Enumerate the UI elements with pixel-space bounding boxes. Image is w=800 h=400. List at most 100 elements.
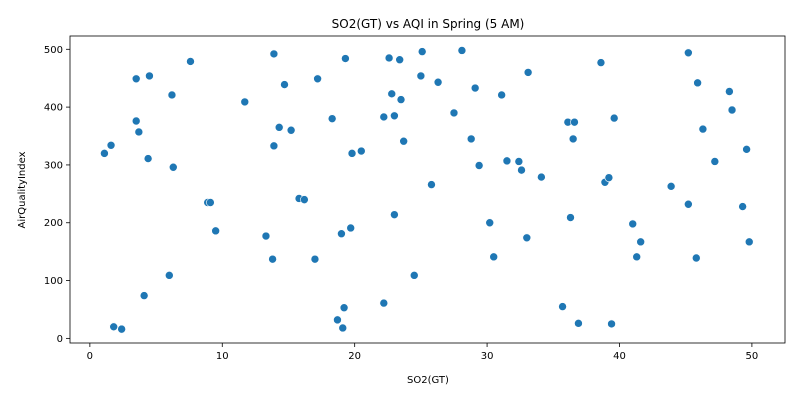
data-point (139, 291, 149, 300)
data-point (131, 116, 141, 126)
data-point (300, 195, 309, 204)
data-point (609, 113, 619, 123)
data-point (566, 213, 575, 222)
data-point (684, 48, 693, 58)
data-point (143, 154, 153, 163)
data-point (240, 97, 250, 107)
data-point (514, 157, 524, 166)
x-axis: 0 10 20 30 40 50 (87, 343, 759, 362)
data-point (607, 319, 616, 329)
x-tick-label: 0 (87, 351, 93, 362)
x-tick-label: 20 (348, 351, 361, 362)
x-tick-label: 30 (481, 351, 494, 362)
data-point (537, 172, 546, 182)
data-point (313, 74, 322, 84)
y-tick-label: 300 (44, 160, 63, 171)
y-tick-label: 400 (44, 103, 63, 114)
data-point (395, 55, 404, 65)
data-point (497, 90, 506, 100)
x-tick-label: 50 (746, 351, 759, 362)
data-point (628, 219, 638, 229)
data-point (387, 89, 397, 99)
y-axis-label: AirQualityIndex (17, 151, 28, 228)
data-point (310, 254, 320, 264)
data-point (396, 95, 406, 104)
data-point (693, 78, 702, 88)
data-point (339, 303, 349, 313)
data-point (698, 124, 708, 134)
data-point (574, 319, 583, 328)
data-point (466, 134, 476, 144)
data-point (470, 83, 480, 93)
x-tick-label: 10 (216, 351, 229, 362)
data-point (109, 322, 118, 332)
data-point (568, 134, 578, 144)
data-point (417, 47, 427, 56)
data-point (433, 77, 443, 87)
y-tick-label: 200 (44, 218, 63, 229)
points-layer (100, 46, 754, 334)
data-point (106, 140, 116, 150)
data-point (570, 117, 579, 127)
data-point (333, 315, 342, 325)
data-point (384, 53, 394, 63)
data-point (474, 161, 484, 170)
y-tick-label: 0 (57, 334, 63, 345)
data-point (337, 229, 346, 239)
data-point (261, 231, 271, 241)
y-tick-label: 100 (44, 276, 63, 287)
data-point (356, 146, 366, 156)
data-point (134, 127, 144, 137)
data-point (379, 298, 389, 308)
data-point (274, 123, 284, 132)
data-point (131, 74, 141, 84)
data-point (742, 145, 751, 154)
plot-area-frame (69, 35, 786, 344)
data-point (636, 237, 645, 247)
data-point (604, 173, 614, 182)
data-point (517, 165, 526, 175)
data-point (269, 141, 279, 151)
data-point (632, 252, 642, 262)
data-point (168, 162, 178, 172)
data-point (286, 125, 296, 135)
data-point (346, 223, 356, 233)
y-axis: 0 100 200 300 400 500 (44, 45, 70, 345)
data-point (523, 68, 533, 77)
chart-title: SO2(GT) vs AQI in Spring (5 AM) (332, 17, 525, 31)
x-axis-label: SO2(GT) (407, 375, 449, 386)
data-point (399, 136, 408, 146)
data-point (280, 80, 289, 89)
x-tick-label: 40 (613, 351, 626, 362)
data-point (338, 323, 348, 333)
data-point (427, 180, 436, 189)
data-point (409, 271, 419, 280)
data-point (710, 157, 720, 166)
data-point (666, 182, 676, 191)
data-point (738, 202, 747, 211)
data-point (206, 198, 215, 207)
data-point (416, 71, 426, 81)
data-point (347, 149, 357, 158)
data-point (522, 233, 532, 243)
data-point (379, 112, 389, 122)
data-point (691, 253, 701, 263)
data-point (596, 58, 606, 67)
y-tick-label: 500 (44, 45, 63, 56)
data-point (744, 237, 754, 247)
data-point (485, 218, 495, 228)
data-point (489, 252, 499, 262)
data-point (167, 90, 177, 100)
data-point (341, 54, 350, 63)
data-point (145, 71, 154, 81)
data-point (269, 49, 279, 59)
data-point (268, 254, 277, 264)
data-point (449, 108, 459, 118)
data-point (327, 114, 337, 123)
data-point (390, 210, 399, 219)
data-point (684, 199, 693, 209)
data-point (165, 271, 174, 280)
data-point (117, 324, 126, 334)
data-point (457, 46, 467, 55)
